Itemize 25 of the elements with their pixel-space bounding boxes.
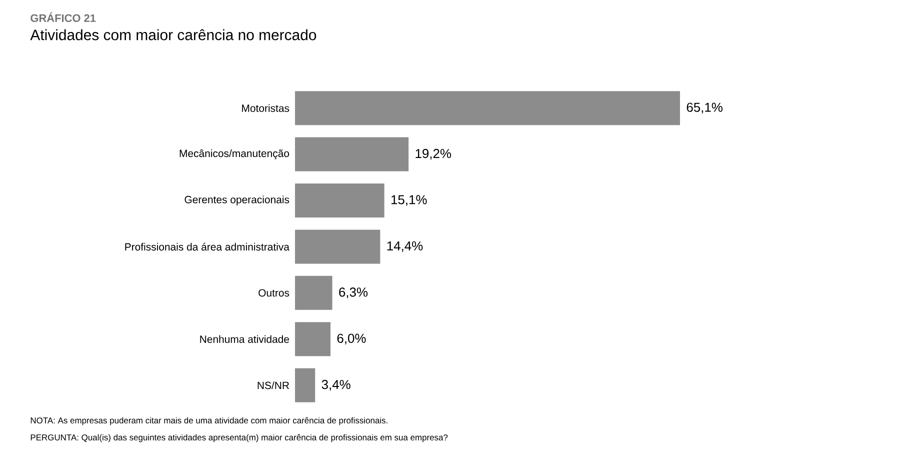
y-tick-label: Profissionais da área administrativa: [125, 242, 290, 251]
bar: [295, 368, 316, 402]
bar: [295, 322, 330, 356]
y-tick-label: Nenhuma atividade: [200, 335, 289, 343]
y-tick-label: Outros: [258, 289, 290, 297]
bar: [295, 91, 680, 126]
text: GRÁFICO 21: [30, 12, 96, 22]
bar: [295, 137, 409, 172]
bar: [295, 276, 332, 310]
y-tick-label: Motoristas: [242, 104, 290, 112]
y-tick-label: Mecânicos/manutenção: [180, 149, 290, 160]
y-tick-label: NS/NR: [258, 381, 289, 390]
bar: [295, 230, 380, 264]
data-label: 6,0%: [337, 334, 366, 344]
text: NOTA: As empresas puderam citar mais de uma atividade com maior carência de profissionais.: [30, 417, 388, 426]
text: Atividades com maior carência no mercado: [30, 29, 316, 40]
data-label: 14,4%: [387, 241, 423, 252]
data-label: 3,4%: [322, 380, 350, 391]
data-label: 65,1%: [686, 102, 722, 114]
data-label: 19,2%: [416, 148, 452, 160]
data-label: 15,1%: [391, 195, 427, 206]
y-tick-label: Gerentes operacionais: [184, 196, 290, 206]
bar: [295, 183, 384, 218]
text: PERGUNTA: Qual(is) das seguintes atividades apresenta(m) maior carência de profissionais em sua empresa?: [30, 434, 448, 442]
data-label: 6,3%: [339, 288, 368, 298]
